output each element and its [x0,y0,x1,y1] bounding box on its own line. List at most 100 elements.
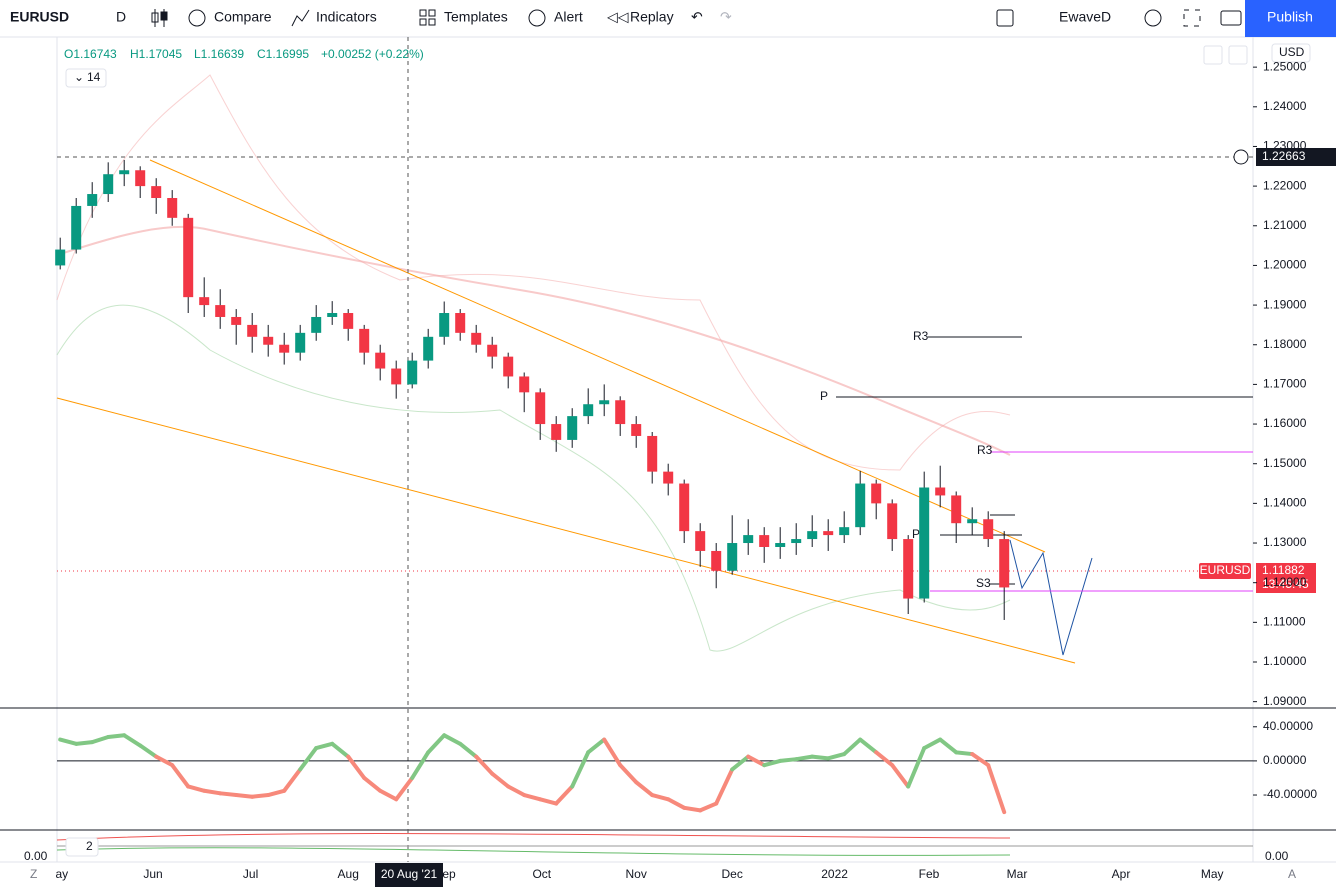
oscillator-segment [122,733,143,748]
candle-body [727,543,738,571]
oscillator-segment [602,737,623,768]
bottom-indicator [56,833,1253,856]
ohlc-high: H1.17045 [130,47,182,61]
y-tick-label: 1.25000 [1263,59,1307,73]
symbol-label: EURUSD [1200,563,1251,577]
candle-body [535,392,546,425]
candle-body [263,336,274,345]
add-alert[interactable] [1233,149,1249,165]
scroll-button[interactable] [1203,45,1223,65]
x-tick-label: Jul [243,867,258,881]
axis-button[interactable]: Z [30,867,37,881]
oscillator-segment [954,750,975,757]
oscillator-segment [442,733,463,746]
oscillator-segment [458,741,479,759]
candle-body [583,404,594,417]
alert-icon[interactable] [528,9,546,27]
ohlc-change: +0.00252 (+0.22%) [321,47,424,61]
axis-button[interactable]: A [1288,867,1296,881]
candle-body [183,217,194,298]
symbol[interactable]: EURUSD [10,9,69,25]
oscillator-segment [970,752,991,768]
candle-body [871,483,882,504]
chart-type-icon[interactable] [151,9,168,27]
oscillator-segment [890,763,911,789]
compare-icon[interactable] [188,9,206,27]
oscillator-segment [986,763,1007,815]
oscillator-segment [586,737,607,755]
indicators-button[interactable]: Indicators [316,9,377,25]
pivot-label: S3 [976,576,991,590]
replay-icon[interactable]: ◁◁ [607,9,629,25]
candle-body [247,324,258,337]
chevron: ⌄ [74,70,84,84]
x-tick-label: 2022 [821,867,848,881]
publish-bg[interactable] [1245,0,1336,37]
undo[interactable]: ↶ [691,9,703,25]
ohlc-open: O1.16743 [64,47,117,61]
expand-icon[interactable] [1183,9,1201,27]
currency: USD [1279,45,1305,59]
compare-button[interactable]: Compare [214,9,272,25]
oscillator-segment [858,737,879,755]
oscillator-segment [634,780,655,798]
layout-name[interactable]: EwaveD [1059,9,1111,25]
interval[interactable]: D [116,9,126,25]
oscillator-segment [394,775,415,802]
settings-icon[interactable] [1144,9,1162,27]
indicator-line [56,833,1011,841]
candle-body [343,313,354,329]
oscillator-segment [826,752,847,761]
oscillator-segment [730,754,751,772]
candle-body [695,531,706,551]
y-tick-label: -40.00000 [1263,787,1317,801]
fullscreen-box[interactable] [996,9,1014,27]
candle-body [407,360,418,385]
oscillator-segment [218,791,239,798]
y-tick-label: 1.24000 [1263,99,1307,113]
pivot-label: P [912,527,920,541]
last-price-bg [1256,563,1316,593]
oscillator-segment [810,754,831,761]
indicator-toggle[interactable] [65,68,107,88]
candle-body [135,170,146,187]
currency-button[interactable] [1271,43,1311,63]
snapshot-icon[interactable] [1220,10,1242,26]
candle-body [791,539,802,544]
crosshair-price-bg [1256,148,1336,166]
candle-body [631,424,642,436]
bollinger-lower [56,304,1011,652]
y-tick-label: 1.18000 [1263,337,1307,351]
candle-body [327,313,338,317]
ohlc-low: L1.16639 [194,47,244,61]
maximize-button[interactable] [1228,45,1248,65]
templates-button[interactable]: Templates [444,9,508,25]
trend-line [56,397,1076,664]
oscillator-segment [682,805,703,813]
publish-button[interactable]: Publish [1267,9,1313,25]
alert-button[interactable]: Alert [554,9,583,25]
ohlc-close: C1.16995 [257,47,309,61]
candle-body [199,297,210,306]
x-tick-label: Nov [626,867,647,881]
axis-value: 0.00 [1265,849,1289,863]
indicators-icon[interactable] [291,9,310,27]
oscillator-segment [746,754,767,768]
redo[interactable]: ↷ [720,9,732,25]
y-tick-label: 1.14000 [1263,496,1307,510]
last-price: 1.11882 [1262,563,1305,577]
replay-button[interactable]: Replay [630,9,674,25]
candle-body [391,368,402,385]
indicator-toggle[interactable] [65,837,99,857]
oscillator-segment [698,801,719,813]
x-tick-label: Jun [143,867,162,881]
x-tick-label: May [1201,867,1224,881]
oscillator-segment [906,746,927,789]
templates-icon[interactable] [419,9,436,26]
oscillator-segment [794,754,815,762]
oscillator-segment [650,793,671,802]
candle-body [967,519,978,524]
candle-body [807,531,818,540]
indicator-length: 14 [87,70,101,84]
candle-body [471,332,482,345]
